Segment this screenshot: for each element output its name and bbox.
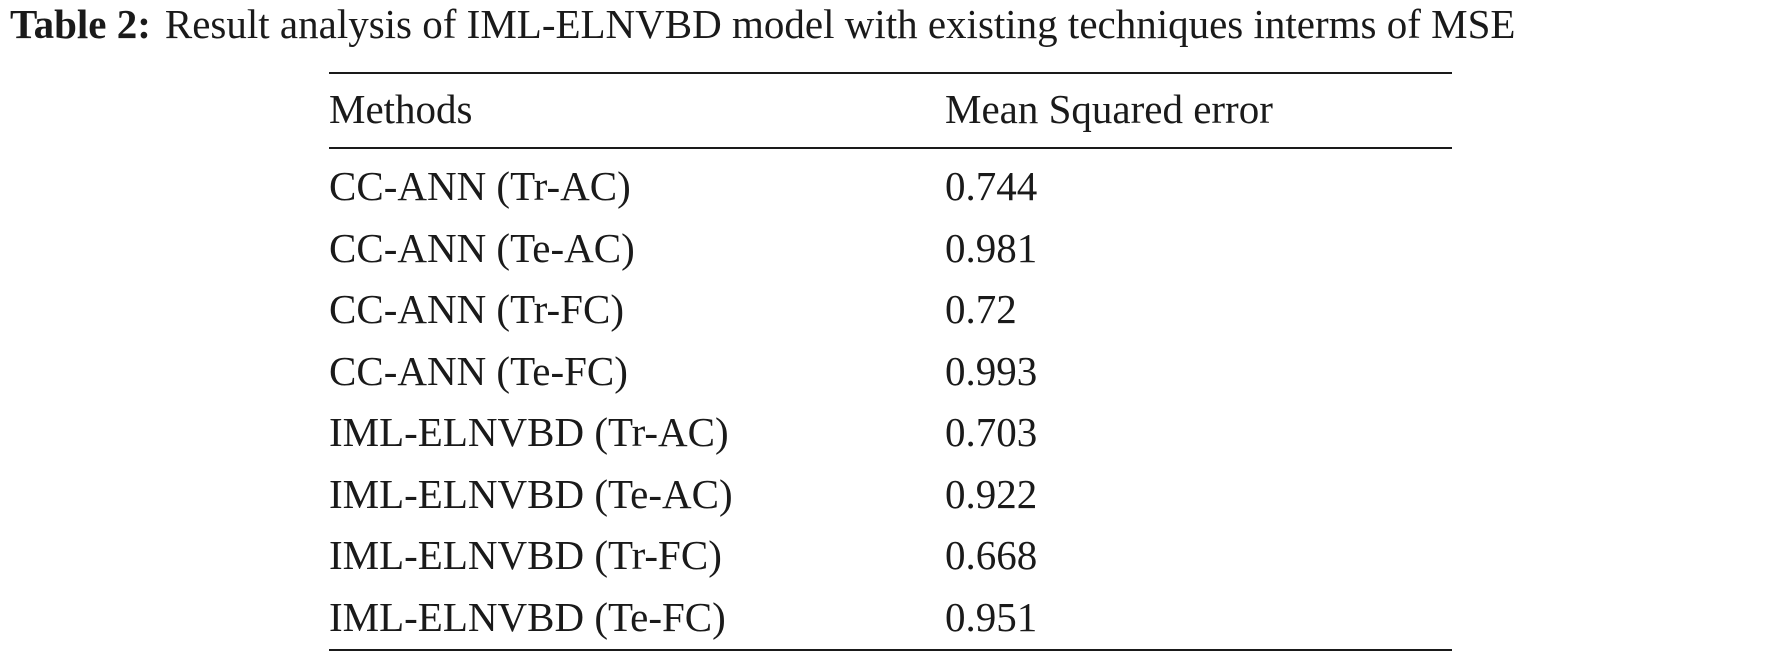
table-top-rule (329, 72, 1452, 74)
method-cell: IML-ELNVBD (Tr-FC) (329, 532, 722, 578)
method-cell: CC-ANN (Tr-AC) (329, 163, 631, 209)
table-body: CC-ANN (Tr-AC) 0.744 CC-ANN (Te-AC) 0.98… (329, 156, 1452, 648)
table-row: IML-ELNVBD (Te-AC) 0.922 (329, 464, 1452, 526)
mse-cell: 0.981 (945, 224, 1038, 271)
table-caption-text: Result analysis of IML-ELNVBD model with… (164, 1, 1516, 47)
mse-cell: 0.668 (945, 532, 1038, 578)
table-row: IML-ELNVBD (Tr-FC) 0.668 (329, 525, 1452, 587)
method-cell: CC-ANN (Te-FC) (329, 347, 628, 394)
table-row: CC-ANN (Tr-AC) 0.744 (329, 156, 1452, 218)
mse-cell: 0.922 (945, 470, 1038, 517)
table-row: CC-ANN (Tr-FC) 0.72 (329, 279, 1452, 341)
table-bottom-rule (329, 649, 1452, 651)
mse-cell: 0.703 (945, 409, 1038, 455)
table-row: CC-ANN (Te-AC) 0.981 (329, 218, 1452, 280)
header-methods: Methods (329, 86, 473, 132)
table-header-rule (329, 147, 1452, 149)
method-cell: CC-ANN (Tr-FC) (329, 286, 624, 332)
table-row: CC-ANN (Te-FC) 0.993 (329, 341, 1452, 403)
table-caption: Table 2: Result analysis of IML-ELNVBD mo… (10, 0, 1515, 48)
mse-cell: 0.72 (945, 286, 1017, 332)
method-cell: IML-ELNVBD (Te-FC) (329, 593, 726, 640)
header-mean-squared-error: Mean Squared error (945, 86, 1273, 132)
mse-cell: 0.951 (945, 593, 1038, 640)
table-caption-label: Table 2: (10, 1, 151, 47)
mse-cell: 0.744 (945, 163, 1038, 209)
method-cell: CC-ANN (Te-AC) (329, 224, 635, 271)
method-cell: IML-ELNVBD (Te-AC) (329, 470, 733, 517)
table-row: IML-ELNVBD (Tr-AC) 0.703 (329, 402, 1452, 464)
mse-cell: 0.993 (945, 347, 1038, 394)
table-header-row: Methods Mean Squared error (329, 84, 1452, 134)
table-row: IML-ELNVBD (Te-FC) 0.951 (329, 587, 1452, 649)
method-cell: IML-ELNVBD (Tr-AC) (329, 409, 729, 455)
